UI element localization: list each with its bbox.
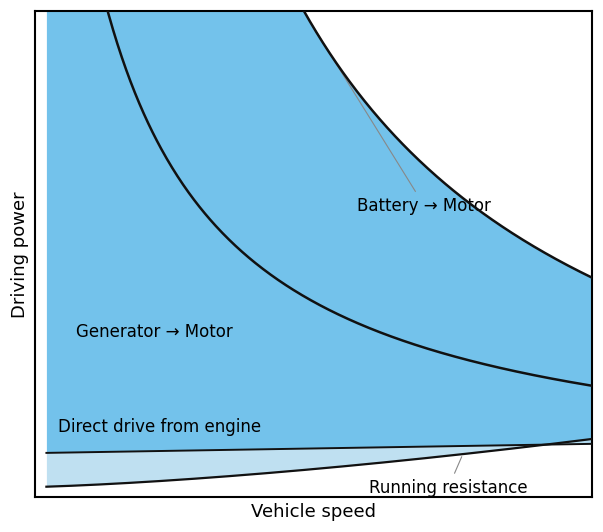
Text: Direct drive from engine: Direct drive from engine (58, 418, 261, 436)
Text: Running resistance: Running resistance (369, 456, 528, 496)
Text: Battery → Motor: Battery → Motor (312, 24, 491, 214)
X-axis label: Vehicle speed: Vehicle speed (251, 503, 376, 521)
Y-axis label: Driving power: Driving power (11, 191, 29, 318)
Text: Generator → Motor: Generator → Motor (76, 323, 233, 341)
